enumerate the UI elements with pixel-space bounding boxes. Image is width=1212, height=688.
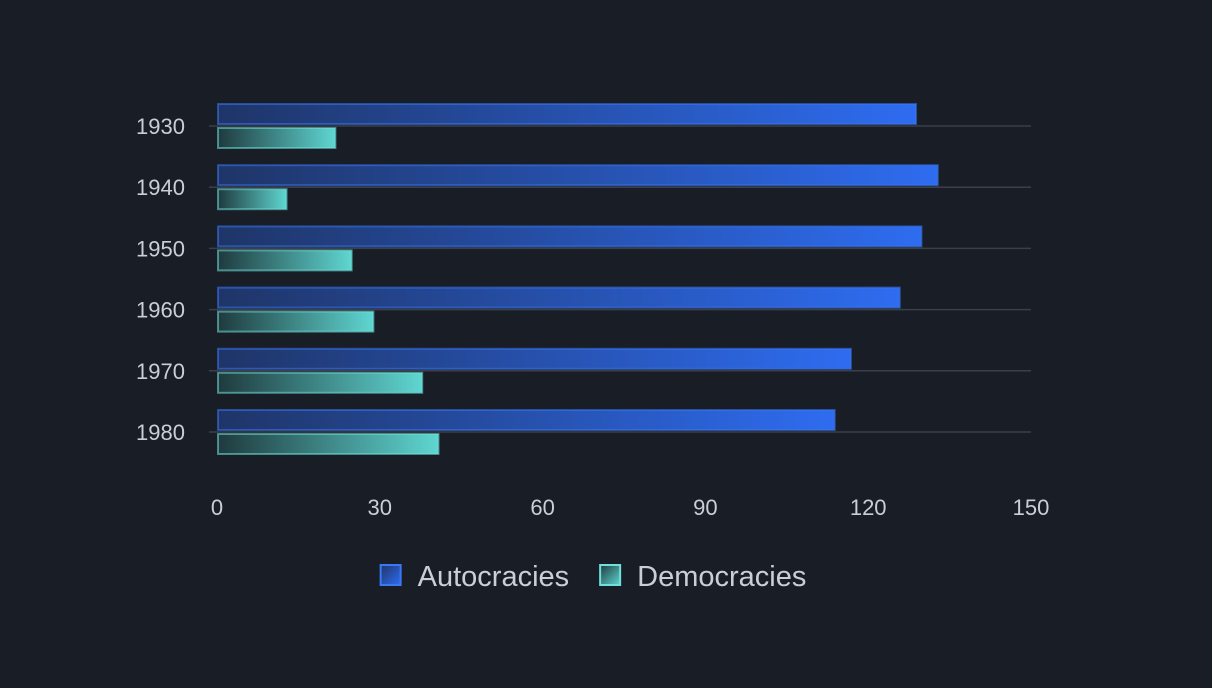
gridlines: [209, 125, 1031, 433]
bar-democracies-1970: [217, 371, 424, 394]
y-tick-label: 1950: [136, 236, 185, 261]
x-tick-label: 90: [693, 495, 717, 520]
y-tick-label: 1940: [136, 175, 185, 200]
bar-democracies-1980: [217, 433, 440, 455]
x-tick-label: 30: [368, 495, 392, 520]
x-tick-label: 60: [530, 495, 554, 520]
bar-democracies-1930: [217, 127, 337, 149]
y-tick-label: 1980: [136, 420, 185, 445]
bar-autocracies-1940: [217, 164, 939, 187]
bar-democracies-1940: [217, 188, 288, 211]
legend: Autocracies Democracies: [379, 561, 806, 593]
bar-democracies-1950: [217, 249, 353, 272]
legend-swatch-democracies: [599, 564, 622, 586]
y-tick-label: 1970: [136, 359, 185, 384]
y-tick-label: 1930: [136, 114, 185, 139]
x-tick-label: 150: [1013, 495, 1050, 520]
bar-autocracies-1980: [217, 409, 836, 431]
legend-label-democracies: Democracies: [637, 561, 806, 593]
legend-swatch-autocracies: [379, 564, 402, 586]
y-tick-label: 1960: [136, 298, 185, 323]
x-tick-label: 0: [211, 495, 223, 520]
bars: [217, 103, 939, 455]
bar-autocracies-1950: [217, 225, 923, 248]
x-axis-tick-labels: 0 30 60 90 120 150: [211, 495, 1049, 520]
bar-autocracies-1970: [217, 347, 852, 370]
bar-autocracies-1930: [217, 103, 918, 125]
bar-democracies-1960: [217, 310, 375, 333]
x-tick-label: 120: [850, 495, 887, 520]
y-axis-tick-labels: 1930 1940 1950 1960 1970 1980: [136, 114, 185, 445]
legend-label-autocracies: Autocracies: [418, 561, 570, 593]
bar-autocracies-1960: [217, 286, 901, 309]
